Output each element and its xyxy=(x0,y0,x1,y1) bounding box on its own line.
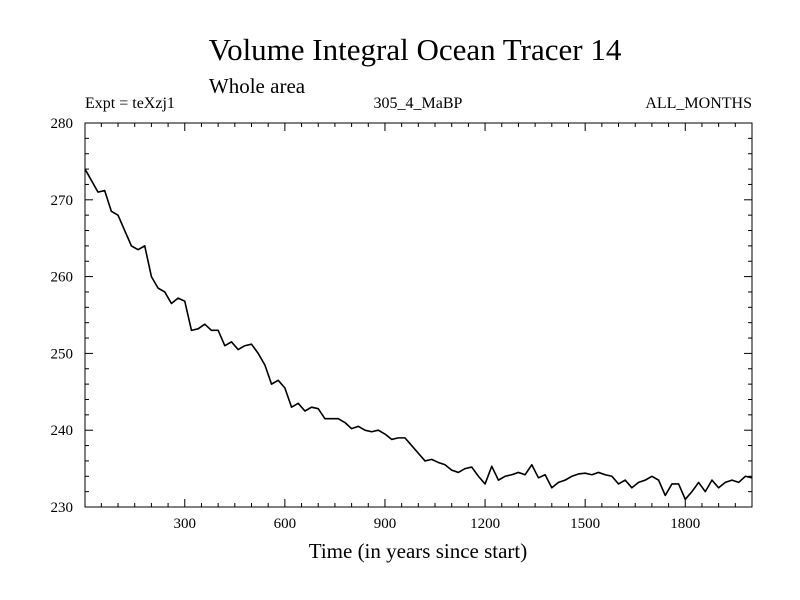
series-line xyxy=(84,168,753,501)
x-tick-label: 1200 xyxy=(470,516,500,532)
y-tick-label: 280 xyxy=(51,116,74,132)
x-tick-label: 600 xyxy=(274,516,297,532)
plot-frame xyxy=(84,122,753,508)
series-group xyxy=(84,168,753,501)
months-label: ALL_MONTHS xyxy=(645,95,752,112)
tick-labels: 300 600 900 1200 1500 1800 230 240 250 260 270 280 xyxy=(51,116,701,532)
y-tick-label: 250 xyxy=(51,346,74,362)
y-tick-label: 270 xyxy=(51,193,74,209)
x-tick-label: 1800 xyxy=(670,516,700,532)
x-tick-label: 900 xyxy=(374,516,397,532)
x-tick-label: 1500 xyxy=(570,516,600,532)
chart-subtitle: Whole area xyxy=(209,74,306,98)
period-label: 305_4_MaBP xyxy=(374,95,463,112)
y-tick-label: 260 xyxy=(51,270,74,286)
experiment-label: Expt = teXzj1 xyxy=(85,95,175,112)
axis-ticks xyxy=(85,123,752,507)
x-tick-label: 300 xyxy=(174,516,197,532)
y-tick-label: 240 xyxy=(51,423,74,439)
y-tick-label: 230 xyxy=(51,500,74,516)
chart-title: Volume Integral Ocean Tracer 14 xyxy=(209,32,622,67)
x-axis-label: Time (in years since start) xyxy=(309,539,528,563)
